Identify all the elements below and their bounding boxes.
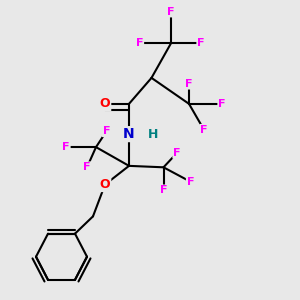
- Text: F: F: [103, 126, 110, 136]
- Text: N: N: [123, 127, 135, 141]
- Text: F: F: [83, 162, 91, 172]
- Text: F: F: [185, 79, 193, 89]
- Text: F: F: [197, 38, 205, 48]
- Text: F: F: [136, 38, 143, 48]
- Text: H: H: [148, 128, 158, 141]
- Text: F: F: [160, 185, 167, 195]
- Text: F: F: [218, 99, 226, 109]
- Text: O: O: [100, 178, 110, 191]
- Text: F: F: [173, 148, 181, 158]
- Text: F: F: [200, 125, 208, 135]
- Text: F: F: [62, 142, 70, 152]
- Text: O: O: [100, 97, 110, 110]
- Text: F: F: [167, 7, 175, 16]
- Text: F: F: [187, 177, 194, 187]
